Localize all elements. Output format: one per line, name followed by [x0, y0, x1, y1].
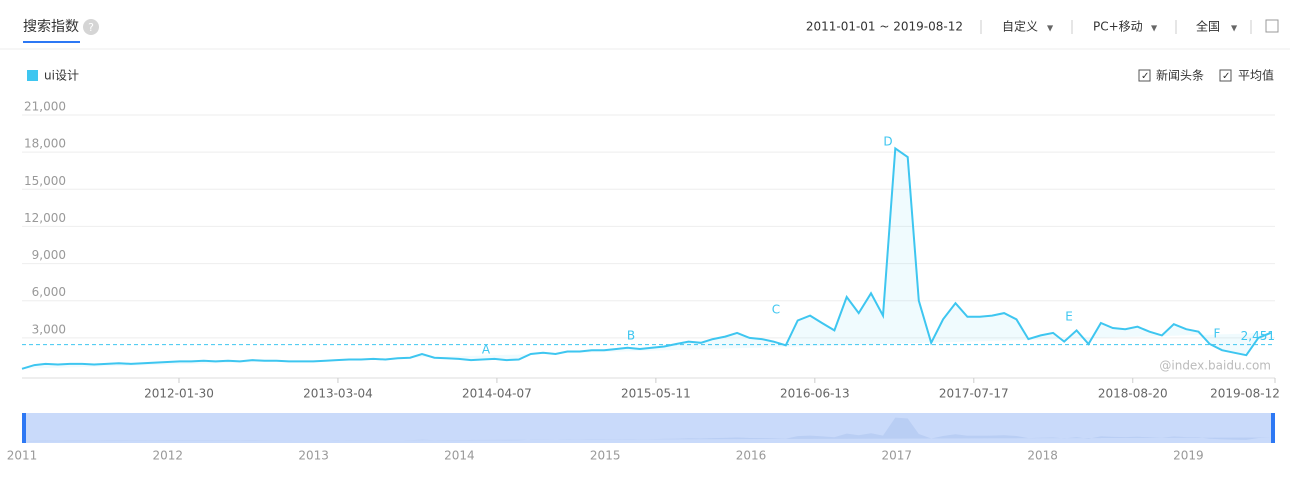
tab-title: 搜索指数: [23, 18, 79, 35]
x-tick-label: 2019-08-12: [1210, 387, 1280, 401]
overview-tick-label: 2013: [298, 449, 329, 463]
overview-tick-label: 2011: [7, 449, 38, 463]
overview-handle[interactable]: [22, 413, 26, 443]
x-tick-label: 2014-04-07: [462, 387, 532, 401]
toggle-label[interactable]: 平均值: [1238, 68, 1274, 83]
annotation: C: [772, 303, 780, 317]
dropdown[interactable]: PC+移动: [1093, 20, 1143, 34]
legend-label[interactable]: ui设计: [44, 69, 79, 83]
y-tick-label: 21,000: [24, 100, 66, 114]
overview-tick-label: 2018: [1027, 449, 1058, 463]
annotation: A: [482, 343, 491, 357]
line: [21, 146, 1271, 370]
caret: ▼: [1047, 24, 1054, 33]
y-tick-label: 12,000: [24, 211, 66, 225]
x-tick-label: 2018-08-20: [1098, 387, 1168, 401]
overview-tick-label: 2014: [444, 449, 475, 463]
y-tick-label: 6,000: [32, 285, 66, 299]
overview-tick-label: 2017: [882, 449, 913, 463]
x-tick-label: 2017-07-17: [939, 387, 1009, 401]
export-icon[interactable]: [1265, 19, 1279, 33]
caret: ▼: [1231, 24, 1238, 33]
area: [22, 148, 1271, 369]
x-tick-label: 2013-03-04: [303, 387, 373, 401]
overview-tick-label: 2012: [153, 449, 184, 463]
overview-tick-label: 2016: [736, 449, 767, 463]
average-label: 2,451: [1241, 329, 1275, 343]
dropdown[interactable]: 全国: [1196, 19, 1220, 34]
caret: ▼: [1151, 24, 1158, 33]
y-tick-label: 18,000: [24, 137, 66, 151]
y-tick-label: 9,000: [32, 248, 66, 262]
checkbox[interactable]: [1219, 69, 1232, 82]
overview-window[interactable]: [22, 413, 1275, 443]
annotation: D: [883, 135, 892, 149]
checkbox[interactable]: [1138, 69, 1151, 82]
overview-tick-label: 2015: [590, 449, 621, 463]
x-tick-label: 2015-05-11: [621, 387, 691, 401]
overview-tick-label: 2019: [1173, 449, 1204, 463]
tab-underline: [23, 41, 80, 43]
dropdown[interactable]: 自定义: [1002, 19, 1038, 34]
y-tick-label: 3,000: [32, 322, 66, 336]
toggle-label[interactable]: 新闻头条: [1156, 68, 1204, 83]
overview-handle[interactable]: [1271, 413, 1275, 443]
help-icon[interactable]: [83, 19, 99, 35]
annotation: F: [1214, 327, 1221, 341]
legend-swatch: [27, 70, 38, 81]
check: ✓: [1222, 71, 1230, 82]
y-tick-label: 15,000: [24, 174, 66, 188]
x-tick-label: 2016-06-13: [780, 387, 850, 401]
x-tick-label: 2012-01-30: [144, 387, 214, 401]
help-icon-glyph: ?: [88, 21, 94, 34]
annotation: E: [1065, 310, 1073, 324]
check: ✓: [1141, 71, 1149, 82]
annotation: B: [627, 329, 635, 343]
overview-line: [22, 417, 1271, 442]
watermark: @index.baidu.com: [1159, 359, 1271, 373]
date-range[interactable]: 2011-01-01 ~ 2019-08-12: [806, 20, 963, 34]
